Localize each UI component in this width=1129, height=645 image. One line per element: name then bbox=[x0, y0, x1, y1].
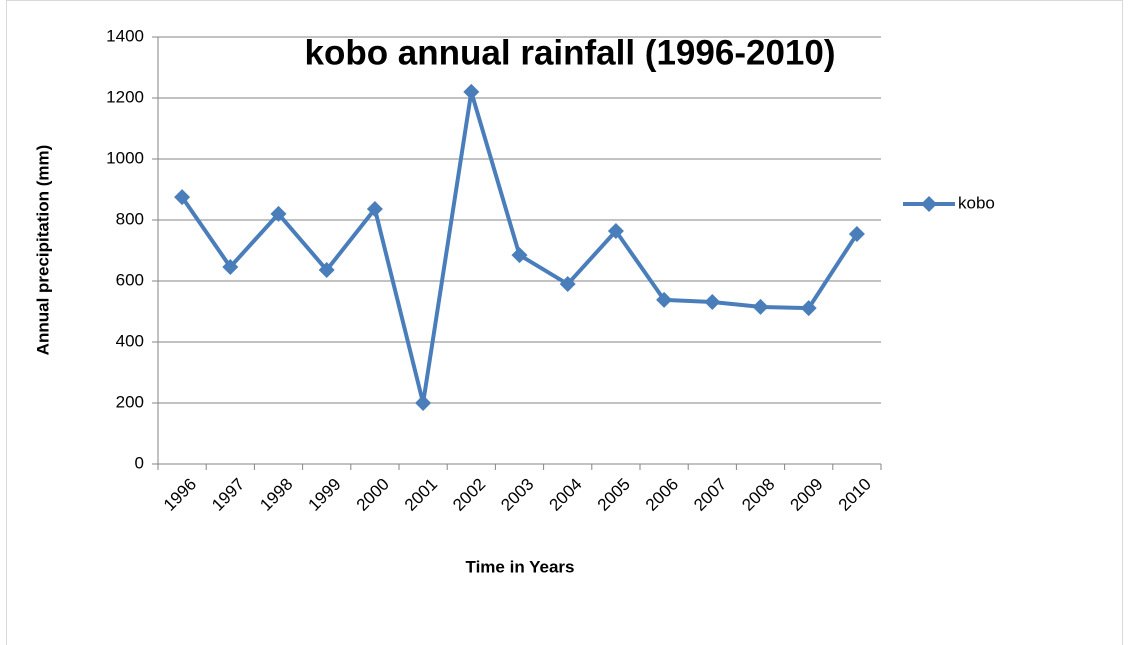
x-tick-label: 2009 bbox=[787, 475, 827, 515]
x-axis-title: Time in Years bbox=[466, 557, 575, 576]
y-tick-label: 1000 bbox=[106, 148, 144, 167]
marker bbox=[318, 262, 335, 279]
y-tick-label: 1200 bbox=[106, 87, 144, 106]
marker bbox=[174, 189, 191, 206]
marker bbox=[704, 294, 721, 311]
x-tick-label: 2005 bbox=[594, 475, 634, 515]
x-tick-label: 2004 bbox=[546, 475, 586, 515]
marker bbox=[800, 300, 817, 317]
marker bbox=[752, 298, 769, 315]
chart-title: kobo annual rainfall (1996-2010) bbox=[304, 33, 835, 72]
x-tick-label: 2006 bbox=[642, 475, 682, 515]
marker bbox=[511, 247, 528, 264]
x-tick-label: 2008 bbox=[738, 475, 778, 515]
marker bbox=[415, 395, 432, 411]
legend-marker bbox=[921, 196, 937, 212]
x-tick-label: 1999 bbox=[305, 475, 345, 515]
y-tick-label: 400 bbox=[116, 331, 144, 350]
marker bbox=[559, 276, 576, 293]
y-tick-label: 0 bbox=[135, 453, 144, 472]
y-tick-label: 200 bbox=[116, 392, 144, 411]
x-tick-label: 2007 bbox=[690, 475, 730, 515]
x-tick-label: 2000 bbox=[353, 475, 393, 515]
marker bbox=[366, 201, 383, 218]
y-tick-label: 600 bbox=[116, 270, 144, 289]
marker bbox=[270, 205, 287, 222]
x-tick-label: 2002 bbox=[449, 475, 489, 515]
marker bbox=[607, 222, 624, 239]
x-tick-label: 2010 bbox=[835, 475, 875, 515]
x-tick-label: 1998 bbox=[256, 475, 296, 515]
marker bbox=[463, 83, 480, 100]
marker bbox=[656, 291, 673, 308]
x-tick-label: 2001 bbox=[401, 475, 441, 515]
chart-frame bbox=[6, 0, 1123, 645]
marker bbox=[222, 258, 239, 275]
marker bbox=[848, 226, 865, 243]
y-axis-title: Annual precipitation (mm) bbox=[33, 145, 52, 356]
x-tick-label: 1997 bbox=[208, 475, 248, 515]
legend-label: kobo bbox=[958, 193, 995, 212]
x-tick-label: 1996 bbox=[160, 475, 200, 515]
y-tick-label: 1400 bbox=[106, 26, 144, 45]
x-tick-label: 2003 bbox=[497, 475, 537, 515]
y-tick-label: 800 bbox=[116, 209, 144, 228]
